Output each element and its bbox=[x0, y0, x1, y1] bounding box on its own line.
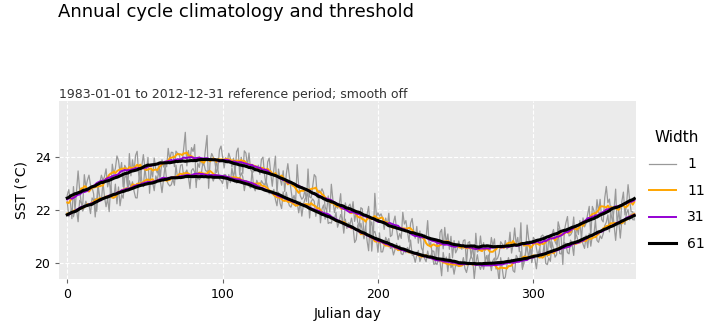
Legend: 1, 11, 31, 61: 1, 11, 31, 61 bbox=[649, 130, 705, 251]
X-axis label: Julian day: Julian day bbox=[314, 307, 382, 321]
Text: 1983-01-01 to 2012-12-31 reference period; smooth off: 1983-01-01 to 2012-12-31 reference perio… bbox=[60, 88, 408, 101]
Y-axis label: SST (°C): SST (°C) bbox=[15, 161, 29, 219]
Text: Annual cycle climatology and threshold: Annual cycle climatology and threshold bbox=[58, 3, 413, 22]
